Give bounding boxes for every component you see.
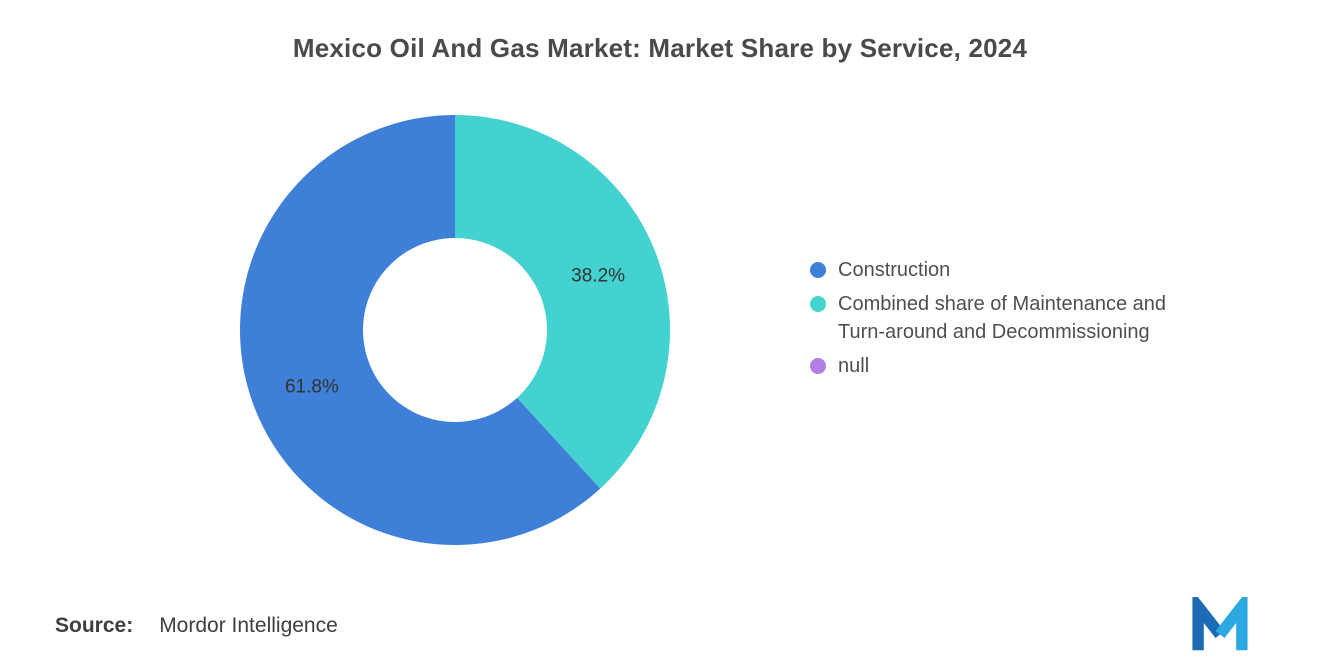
legend-item-maintenance[interactable]: Combined share of Maintenance and Turn-a…: [810, 290, 1240, 346]
source-label: Source:: [55, 614, 134, 637]
slice-data-label-construction: 61.8%: [285, 377, 339, 398]
mordor-intelligence-logo: [1192, 589, 1248, 651]
legend: Construction Combined share of Maintenan…: [810, 256, 1240, 386]
legend-label: Combined share of Maintenance and Turn-a…: [838, 293, 1166, 343]
source-row: Source: Mordor Intelligence: [55, 614, 338, 638]
chart-title: Mexico Oil And Gas Market: Market Share …: [292, 33, 1028, 63]
legend-item-construction[interactable]: Construction: [810, 256, 1240, 284]
legend-marker-maintenance: [810, 296, 826, 312]
m-right-stroke: [1215, 589, 1248, 651]
slice-data-label-maintenance: 38.2%: [571, 265, 625, 286]
legend-marker-null: [810, 358, 826, 374]
donut-chart: 38.2% 61.8%: [235, 110, 675, 550]
legend-item-null[interactable]: null: [810, 352, 1240, 380]
donut-svg: 38.2% 61.8%: [240, 115, 671, 545]
legend-label: null: [838, 355, 870, 377]
donut-slice-maintenance[interactable]: [455, 115, 671, 489]
legend-label: Construction: [838, 259, 951, 281]
m-left-stroke: [1192, 589, 1225, 651]
legend-marker-construction: [810, 262, 826, 278]
source-value: Mordor Intelligence: [159, 614, 338, 637]
m-logo-icon: [1192, 589, 1248, 651]
donut-slice-construction[interactable]: [240, 115, 601, 545]
